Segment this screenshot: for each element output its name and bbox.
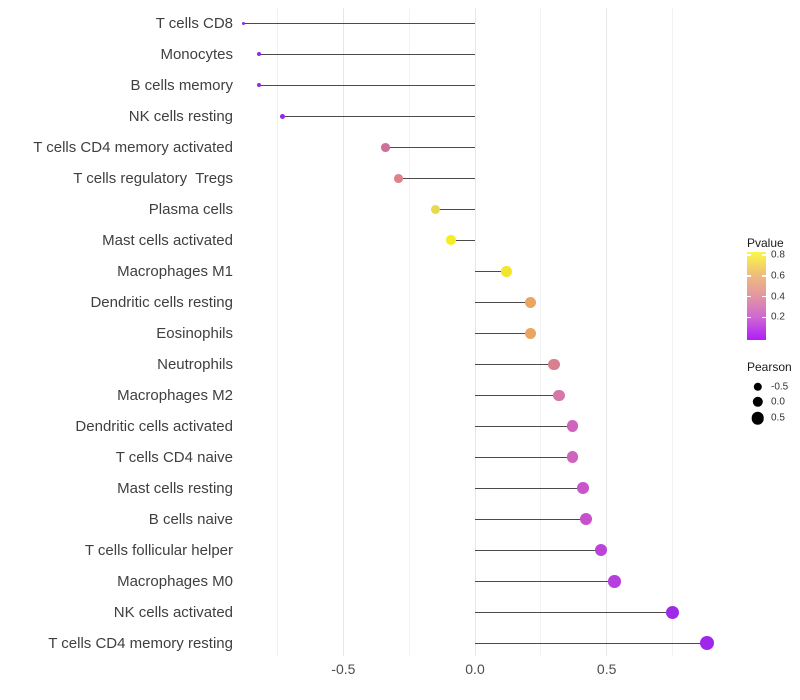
y-axis-label: Mast cells activated bbox=[102, 231, 233, 249]
lollipop-dot bbox=[524, 327, 536, 339]
lollipop-dot bbox=[280, 113, 286, 119]
pearson-legend-dot bbox=[751, 411, 764, 425]
lollipop-stem bbox=[475, 301, 531, 304]
colorbar-tick bbox=[747, 254, 751, 256]
lollipop-stem bbox=[475, 456, 573, 459]
y-axis-label: Macrophages M1 bbox=[117, 262, 233, 280]
gridline bbox=[474, 8, 476, 656]
gridline bbox=[408, 8, 410, 656]
lollipop-dot bbox=[241, 21, 245, 25]
y-axis-label: Mast cells resting bbox=[117, 479, 233, 497]
pvalue-legend-title: Pvalue bbox=[747, 236, 784, 250]
y-axis-label: Monocytes bbox=[160, 45, 233, 63]
lollipop-stem bbox=[475, 611, 673, 614]
colorbar-tick bbox=[747, 295, 751, 298]
pearson-legend-dot bbox=[752, 396, 763, 408]
pvalue-tick-label: 0.8 bbox=[771, 249, 785, 261]
lollipop-stem bbox=[282, 115, 475, 118]
y-axis-label: Dendritic cells activated bbox=[75, 417, 233, 435]
colorbar-tick bbox=[747, 275, 751, 277]
lollipop-stem bbox=[259, 53, 475, 56]
gridline bbox=[540, 8, 542, 656]
pvalue-gradient-bar: 0.8 0.6 0.4 0.2 bbox=[747, 249, 785, 340]
lollipop-stem bbox=[475, 642, 707, 645]
lollipop-dot bbox=[394, 173, 404, 183]
colorbar-tick bbox=[762, 316, 766, 319]
x-axis-tick-label: -0.5 bbox=[331, 661, 356, 677]
colorbar-tick bbox=[762, 254, 766, 256]
y-axis-label: Plasma cells bbox=[148, 200, 233, 218]
lollipop-stem bbox=[451, 239, 475, 242]
lollipop-stem bbox=[435, 208, 475, 211]
y-axis-label: T cells CD8 bbox=[155, 14, 233, 32]
gridline bbox=[277, 8, 279, 656]
y-axis-label: Macrophages M2 bbox=[117, 386, 233, 404]
lollipop-dot bbox=[553, 389, 565, 402]
pearson-legend-dot bbox=[753, 382, 762, 392]
pearson-legend-label: 0.5 bbox=[771, 412, 785, 424]
lollipop-stem bbox=[398, 177, 475, 180]
colorbar-tick bbox=[747, 316, 751, 319]
pvalue-gradient bbox=[747, 252, 766, 340]
lollipop-stem bbox=[385, 146, 475, 149]
lollipop-dot bbox=[608, 575, 621, 588]
y-axis-label: Neutrophils bbox=[157, 355, 233, 373]
pvalue-tick-label: 0.4 bbox=[771, 291, 785, 303]
x-axis-tick-label: 0.5 bbox=[596, 661, 617, 677]
lollipop-dot bbox=[665, 605, 680, 619]
lollipop-dot bbox=[257, 83, 262, 88]
pearson-legend: Pearson -0.5 0.0 0.5 bbox=[747, 360, 800, 425]
pearson-legend-label: 0.0 bbox=[771, 396, 785, 408]
lollipop-dot bbox=[524, 296, 536, 308]
y-axis-label: Eosinophils bbox=[156, 324, 233, 342]
lollipop-stem bbox=[475, 363, 554, 366]
y-axis-label: NK cells activated bbox=[113, 603, 233, 621]
lollipop-dot bbox=[446, 235, 457, 246]
pvalue-legend: Pvalue 0.8 0.6 0.4 0.2 bbox=[747, 236, 800, 340]
lollipop-dot bbox=[501, 265, 512, 277]
x-axis-tick-label: 0.0 bbox=[465, 661, 485, 677]
lollipop-dot bbox=[257, 52, 262, 57]
lollipop-stem bbox=[475, 518, 586, 521]
y-axis-label: B cells memory bbox=[130, 76, 233, 94]
lollipop-stem bbox=[475, 394, 560, 397]
pvalue-tick-label: 0.2 bbox=[771, 311, 785, 323]
lollipop-dot bbox=[381, 143, 390, 152]
colorbar-tick bbox=[762, 295, 766, 298]
lollipop-stem bbox=[475, 487, 583, 490]
lollipop-stem bbox=[475, 580, 615, 583]
gridline bbox=[342, 8, 344, 656]
lollipop-stem bbox=[475, 332, 531, 335]
lollipop-dot bbox=[579, 513, 592, 526]
gridline bbox=[606, 8, 608, 656]
lollipop-stem bbox=[259, 84, 475, 87]
y-axis-label: Macrophages M0 bbox=[117, 572, 233, 590]
pvalue-tick-label: 0.6 bbox=[771, 270, 785, 282]
gridline bbox=[671, 8, 673, 656]
y-axis-label: T cells CD4 naive bbox=[115, 448, 233, 466]
lollipop-dot bbox=[430, 204, 441, 214]
y-axis-label: B cells naive bbox=[148, 510, 233, 528]
lollipop-stem bbox=[475, 425, 573, 428]
lollipop-stem bbox=[243, 22, 475, 25]
lollipop-dot bbox=[576, 482, 589, 495]
lollipop-stem bbox=[475, 270, 507, 273]
colorbar-tick bbox=[762, 275, 766, 277]
pearson-legend-title: Pearson bbox=[747, 360, 792, 374]
lollipop-dot bbox=[699, 636, 714, 651]
lollipop-dot bbox=[548, 358, 560, 370]
y-axis-label: T cells CD4 memory activated bbox=[33, 138, 233, 156]
y-axis-label: T cells follicular helper bbox=[84, 541, 233, 559]
lollipop-dot bbox=[566, 420, 579, 433]
y-axis-label: T cells CD4 memory resting bbox=[48, 634, 233, 652]
y-axis-label: NK cells resting bbox=[128, 107, 233, 125]
lollipop-dot bbox=[595, 544, 608, 557]
lollipop-dot bbox=[566, 451, 579, 464]
y-axis-label: T cells regulatory Tregs bbox=[73, 169, 233, 187]
lollipop-stem bbox=[475, 549, 602, 552]
y-axis-label: Dendritic cells resting bbox=[90, 293, 233, 311]
pearson-legend-label: -0.5 bbox=[771, 381, 789, 393]
